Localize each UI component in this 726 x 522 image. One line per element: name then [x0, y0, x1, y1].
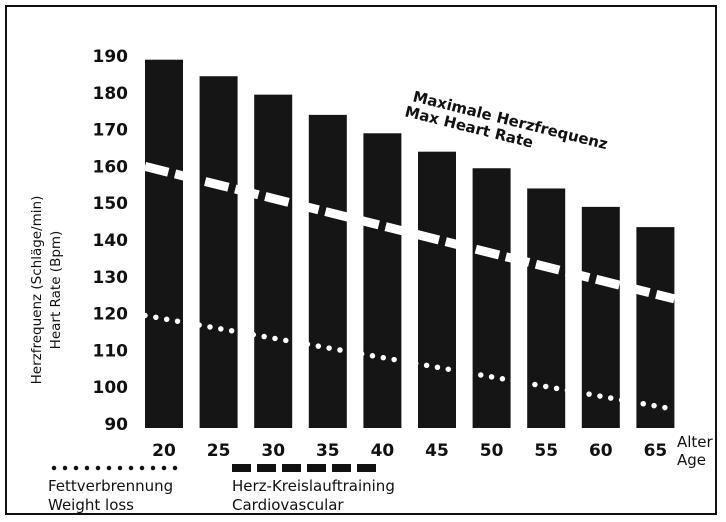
y-axis-label-en: Heart Rate (Bpm) [48, 231, 64, 350]
y-tick-label: 120 [93, 305, 129, 325]
x-tick-label: 35 [316, 441, 340, 461]
x-tick-label: 65 [644, 441, 668, 461]
bar-age-45 [418, 151, 456, 428]
bar-age-20 [145, 59, 183, 429]
y-tick-label: 140 [93, 231, 129, 251]
x-tick-label: 45 [425, 441, 449, 461]
zone-lines [142, 162, 678, 413]
legend-weight-loss-en: Weight loss [48, 496, 134, 514]
y-tick-label: 170 [93, 121, 129, 141]
legend-cardio: Herz-Kreislauftraining Cardiovascular [232, 464, 395, 514]
bars [145, 59, 675, 429]
bar-age-35 [308, 114, 347, 428]
y-axis-label-de: Herzfrequenz (Schläge/min) [29, 196, 45, 385]
bar-age-40 [363, 133, 402, 428]
x-tick-label: 20 [152, 441, 176, 461]
bar-age-25 [199, 76, 238, 429]
x-axis-label-de: Alter [677, 433, 714, 451]
legend-cardio-en: Cardiovascular [232, 496, 344, 514]
bar-age-65 [636, 227, 675, 428]
x-tick-label: 30 [261, 441, 285, 461]
bar-age-55 [527, 188, 566, 428]
x-axis-label-en: Age [677, 451, 706, 469]
bar-age-30 [254, 94, 293, 428]
cardiovascular-line [143, 162, 676, 304]
x-tick-label: 50 [480, 441, 504, 461]
weight-loss-line [142, 312, 678, 413]
y-axis-ticks: 190 180 170 160 150 140 130 120 110 100 90 [93, 47, 129, 435]
x-tick-label: 55 [534, 441, 558, 461]
bar-age-50 [472, 168, 511, 429]
legend-cardio-de: Herz-Kreislauftraining [232, 477, 395, 495]
y-tick-label: 100 [93, 378, 129, 398]
x-tick-label: 60 [589, 441, 613, 461]
y-tick-label: 160 [93, 157, 129, 177]
y-tick-label: 180 [93, 84, 129, 104]
x-axis-ticks: 20 25 30 35 40 45 50 55 60 65 [152, 441, 667, 461]
bar-age-60 [581, 206, 620, 428]
y-tick-label: 190 [93, 47, 129, 67]
y-tick-label: 150 [93, 194, 129, 214]
x-tick-label: 40 [371, 441, 395, 461]
legend-weight-loss-de: Fettverbrennung [48, 477, 173, 495]
legend-weight-loss: Fettverbrennung Weight loss [48, 465, 189, 514]
x-tick-label: 25 [207, 441, 231, 461]
y-tick-label: 110 [93, 341, 129, 361]
y-tick-label: 90 [104, 415, 128, 435]
y-tick-label: 130 [93, 268, 129, 288]
